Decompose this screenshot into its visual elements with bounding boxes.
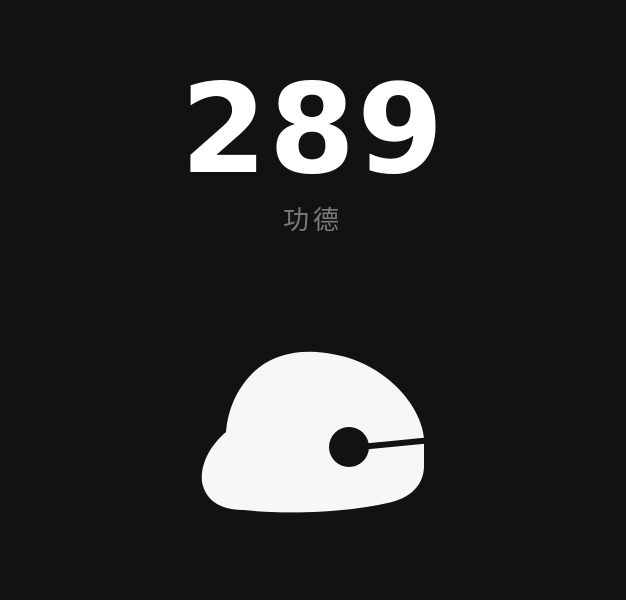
merit-label: 功德 — [282, 206, 343, 236]
wooden-fish-button[interactable] — [192, 340, 442, 540]
wooden-fish-eye — [329, 427, 369, 467]
wooden-fish-body — [201, 351, 424, 513]
merit-counter: 289 — [180, 58, 446, 202]
wooden-fish-icon — [201, 351, 435, 513]
background-shade — [428, 240, 626, 458]
